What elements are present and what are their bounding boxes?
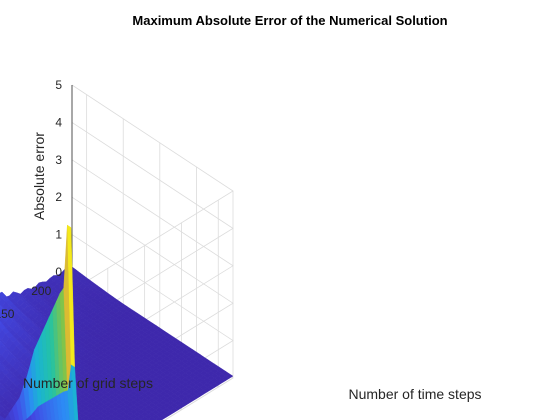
surface-patch xyxy=(0,394,2,398)
y-tick-label: 200 xyxy=(31,284,51,298)
x-axis-label: Number of time steps xyxy=(348,386,481,402)
z-tick-label: 1 xyxy=(55,228,62,242)
surface-patch xyxy=(155,416,164,420)
surface-patch xyxy=(78,417,87,420)
surface-patch xyxy=(133,416,142,420)
surface-patch xyxy=(125,416,135,420)
z-tick-label: 2 xyxy=(55,190,62,204)
z-axis-label: Absolute error xyxy=(31,132,47,220)
chart-title: Maximum Absolute Error of the Numerical … xyxy=(132,13,447,28)
tick-labels: 012345050100150200050100150200 xyxy=(0,78,62,321)
surface-patch xyxy=(148,416,157,420)
surface-patch xyxy=(0,327,3,334)
surface-patch xyxy=(96,415,105,420)
surface-patch xyxy=(0,340,2,343)
surface-patch xyxy=(0,315,3,320)
z-tick-label: 0 xyxy=(55,265,62,279)
surface-patch xyxy=(0,386,2,391)
surface-patch xyxy=(111,415,120,420)
z-tick-label: 5 xyxy=(55,78,62,92)
surface-patch xyxy=(0,378,3,381)
surface-patch xyxy=(0,337,2,341)
surface-patch xyxy=(0,295,3,301)
x-floor-gridline xyxy=(164,377,234,420)
surface-patch xyxy=(0,409,2,414)
surface-patch xyxy=(0,404,2,408)
surface-patch xyxy=(103,415,113,420)
surface-patch xyxy=(0,382,3,385)
surface-patch xyxy=(140,416,149,420)
surface-patch xyxy=(0,353,3,358)
y-axis-label: Number of grid steps xyxy=(23,375,153,391)
surface-patch xyxy=(118,415,127,420)
z-tick-label: 3 xyxy=(55,153,62,167)
surface-patch xyxy=(0,369,2,375)
surface-patch xyxy=(0,342,3,349)
surface-patch xyxy=(67,224,75,368)
surface-patch xyxy=(0,362,2,367)
error-surface xyxy=(0,224,234,420)
z-tick-label: 4 xyxy=(55,115,62,129)
y-tick-label: 150 xyxy=(0,307,15,321)
surface-patch xyxy=(0,305,3,312)
surface-patch xyxy=(0,400,3,403)
